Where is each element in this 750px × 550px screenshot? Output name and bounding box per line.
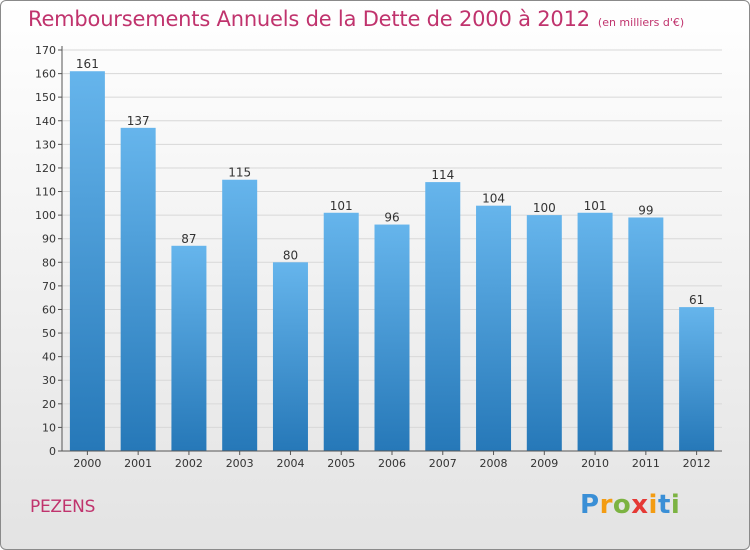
bar — [69, 71, 105, 452]
bar-value-label: 137 — [127, 114, 150, 128]
bar — [374, 224, 410, 451]
y-tick-label: 10 — [42, 421, 56, 434]
logo-letter: i — [648, 490, 658, 520]
logo-letter: r — [599, 490, 613, 520]
x-tick-label: 2003 — [226, 457, 254, 470]
proxiti-logo: Proxiti — [580, 490, 680, 520]
logo-letter: P — [580, 490, 600, 520]
y-tick-label: 160 — [35, 68, 56, 81]
y-tick-label: 20 — [42, 398, 56, 411]
bar-value-label: 87 — [181, 232, 196, 246]
logo-letter: o — [612, 490, 632, 520]
x-tick-label: 2000 — [73, 457, 101, 470]
bar-value-label: 80 — [283, 248, 298, 262]
chart-unit: (en milliers d'€) — [597, 16, 685, 29]
y-tick-label: 0 — [49, 445, 56, 458]
y-tick-label: 30 — [42, 374, 56, 387]
bar-value-label: 104 — [482, 192, 505, 206]
logo-letter: t — [657, 490, 671, 520]
bar-value-label: 115 — [228, 166, 251, 180]
x-tick-label: 2005 — [327, 457, 355, 470]
y-tick-label: 120 — [35, 162, 56, 175]
x-tick-label: 2007 — [429, 457, 457, 470]
x-tick-label: 2002 — [175, 457, 203, 470]
logo-letter: x — [631, 490, 649, 520]
chart-title-text: Remboursements Annuels de la Dette de 20… — [28, 7, 590, 31]
bar-value-label: 101 — [584, 199, 607, 213]
bar — [679, 307, 715, 451]
bar — [272, 262, 308, 451]
x-tick-label: 2008 — [480, 457, 508, 470]
bar — [526, 215, 562, 451]
y-tick-label: 140 — [35, 115, 56, 128]
bar-value-label: 96 — [384, 211, 399, 225]
chart-title: Remboursements Annuels de la Dette de 20… — [28, 7, 684, 31]
y-tick-label: 90 — [42, 233, 56, 246]
bar-value-label: 100 — [533, 201, 556, 215]
logo-letter: i — [670, 490, 681, 520]
axis-layer: 0 10 20 30 40 50 60 70 80 90 100 110 120 130 140 150 160… — [35, 44, 722, 470]
x-tick-label: 2004 — [276, 457, 304, 470]
bar — [120, 127, 156, 451]
bar — [222, 179, 258, 451]
x-tick-label: 2012 — [683, 457, 711, 470]
bar — [577, 212, 613, 451]
y-tick-label: 60 — [42, 303, 56, 316]
label-layer: 161 137 87 115 80 101 96 114 104 100 101 99 61 — [76, 57, 704, 307]
bar-layer — [69, 71, 715, 452]
x-tick-label: 2011 — [632, 457, 660, 470]
bar-value-label: 161 — [76, 57, 99, 71]
bar-value-label: 99 — [638, 203, 653, 217]
y-tick-label: 100 — [35, 209, 56, 222]
commune-name: PEZENS — [30, 497, 96, 517]
y-tick-label: 50 — [42, 327, 56, 340]
bar-value-label: 61 — [689, 293, 704, 307]
y-tick-label: 110 — [35, 186, 56, 199]
x-tick-label: 2001 — [124, 457, 152, 470]
x-tick-label: 2010 — [581, 457, 609, 470]
bar — [476, 205, 512, 451]
bar — [425, 182, 461, 451]
y-tick-label: 150 — [35, 91, 56, 104]
y-tick-label: 80 — [42, 256, 56, 269]
bar — [171, 245, 207, 451]
bar-value-label: 114 — [431, 168, 454, 182]
bar — [323, 212, 359, 451]
bar-value-label: 101 — [330, 199, 353, 213]
bar — [628, 217, 664, 451]
x-tick-label: 2006 — [378, 457, 406, 470]
x-tick-label: 2009 — [530, 457, 558, 470]
y-tick-label: 170 — [35, 44, 56, 57]
y-tick-label: 130 — [35, 138, 56, 151]
y-tick-label: 40 — [42, 351, 56, 364]
y-tick-label: 70 — [42, 280, 56, 293]
